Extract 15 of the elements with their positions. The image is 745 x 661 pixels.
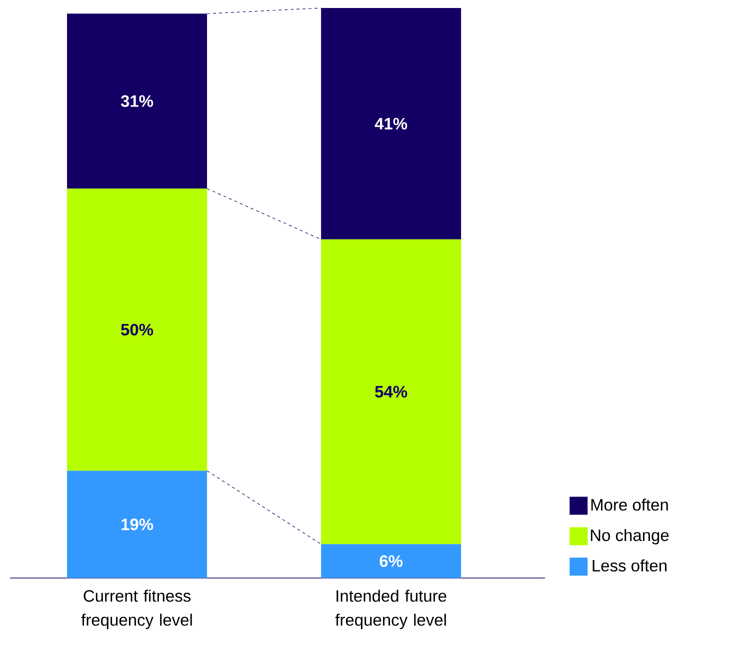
- data-label: 54%: [375, 386, 408, 398]
- x-tick-label: Current fitness frequency level: [81, 590, 192, 630]
- bar: [67, 188, 208, 471]
- bar: [67, 470, 208, 578]
- bar: [321, 239, 462, 544]
- legend-label: No change: [590, 528, 669, 544]
- bar: [321, 544, 462, 578]
- data-label: 41%: [374, 118, 408, 130]
- x-tick-label: Intended future frequency level: [335, 590, 446, 630]
- data-label: 19%: [122, 518, 154, 530]
- data-label: 50%: [121, 324, 154, 336]
- data-label: 6%: [380, 555, 403, 567]
- legend-label: Less often: [592, 559, 666, 572]
- legend-label: More often: [591, 498, 668, 511]
- data-label: 31%: [120, 95, 154, 107]
